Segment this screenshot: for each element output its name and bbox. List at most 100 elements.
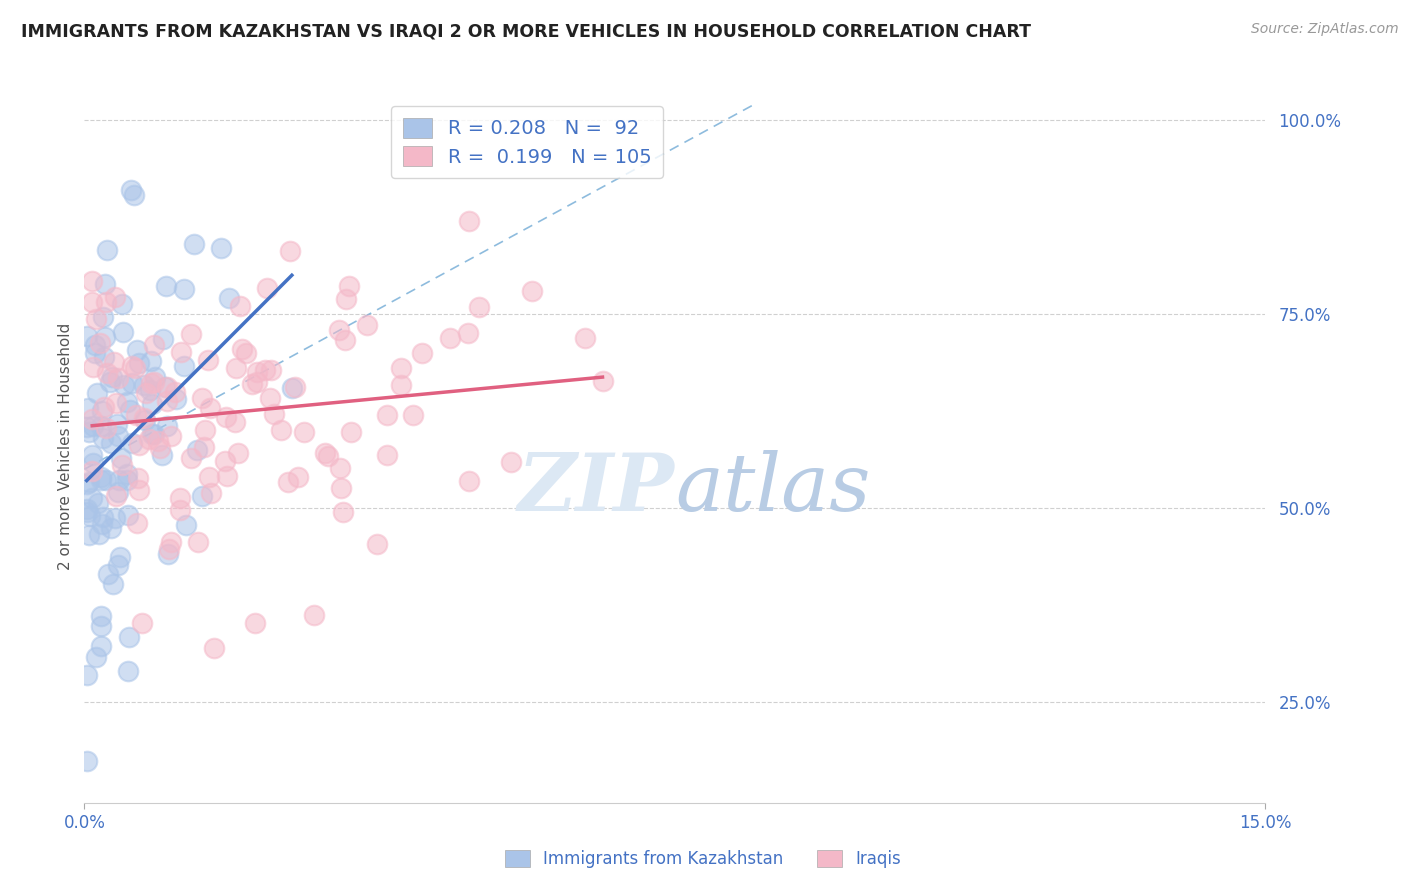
Point <box>77 425 100 439</box>
Point <box>82 295 104 310</box>
Point <box>592 374 614 388</box>
Point <box>292 425 315 439</box>
Point <box>76 328 98 343</box>
Text: atlas: atlas <box>675 450 870 527</box>
Point <box>91 310 114 324</box>
Point <box>127 343 149 357</box>
Point <box>76 420 98 434</box>
Point <box>402 408 425 422</box>
Point <box>141 426 163 441</box>
Point <box>76 477 98 491</box>
Text: IMMIGRANTS FROM KAZAKHSTAN VS IRAQI 2 OR MORE VEHICLES IN HOUSEHOLD CORRELATION : IMMIGRANTS FROM KAZAKHSTAN VS IRAQI 2 OR… <box>21 22 1031 40</box>
Point <box>101 577 124 591</box>
Point <box>90 473 112 487</box>
Point <box>187 535 209 549</box>
Point <box>457 214 479 228</box>
Point <box>411 346 433 360</box>
Point <box>246 365 269 379</box>
Point <box>107 558 129 573</box>
Point <box>139 376 162 391</box>
Point <box>98 375 121 389</box>
Point <box>107 371 129 385</box>
Point <box>96 474 118 488</box>
Point <box>143 375 166 389</box>
Point <box>77 475 100 489</box>
Point <box>224 415 246 429</box>
Point <box>174 518 197 533</box>
Point <box>104 395 127 409</box>
Point <box>270 423 292 437</box>
Point <box>104 290 127 304</box>
Point <box>134 411 156 425</box>
Point <box>202 640 225 655</box>
Point <box>160 429 183 443</box>
Point <box>332 505 354 519</box>
Point <box>77 528 100 542</box>
Legend: R = 0.208   N =  92, R =  0.199   N = 105: R = 0.208 N = 92, R = 0.199 N = 105 <box>391 106 664 178</box>
Point <box>104 489 127 503</box>
Text: Source: ZipAtlas.com: Source: ZipAtlas.com <box>1251 22 1399 37</box>
Point <box>118 402 141 417</box>
Point <box>214 454 236 468</box>
Point <box>225 360 247 375</box>
Point <box>156 547 179 561</box>
Point <box>146 434 169 449</box>
Point <box>152 332 174 346</box>
Point <box>118 630 141 644</box>
Point <box>499 455 522 469</box>
Point <box>173 282 195 296</box>
Point <box>108 473 131 487</box>
Point <box>200 485 222 500</box>
Point <box>121 436 143 450</box>
Point <box>281 381 304 395</box>
Point <box>80 491 103 506</box>
Point <box>439 331 461 345</box>
Point <box>458 475 481 489</box>
Point <box>82 274 104 288</box>
Point <box>229 299 252 313</box>
Point <box>186 443 208 458</box>
Point <box>263 408 285 422</box>
Point <box>259 391 281 405</box>
Point <box>243 616 266 631</box>
Point <box>128 438 150 452</box>
Point <box>138 383 160 397</box>
Point <box>389 361 412 376</box>
Point <box>94 294 117 309</box>
Point <box>100 521 122 535</box>
Point <box>141 396 163 410</box>
Point <box>180 326 202 341</box>
Point <box>96 243 118 257</box>
Point <box>128 356 150 370</box>
Point <box>183 237 205 252</box>
Point <box>107 485 129 500</box>
Point <box>149 441 172 455</box>
Point <box>83 346 105 360</box>
Point <box>138 432 160 446</box>
Point <box>231 342 253 356</box>
Point <box>82 448 104 462</box>
Point <box>256 281 278 295</box>
Point <box>209 241 232 255</box>
Point <box>135 386 157 401</box>
Point <box>117 467 139 481</box>
Point <box>86 386 108 401</box>
Point <box>246 375 269 389</box>
Point <box>155 279 177 293</box>
Point <box>328 323 350 337</box>
Legend: Immigrants from Kazakhstan, Iraqis: Immigrants from Kazakhstan, Iraqis <box>498 843 908 875</box>
Point <box>329 461 352 475</box>
Point <box>94 277 117 292</box>
Point <box>76 754 98 768</box>
Point <box>117 665 139 679</box>
Point <box>389 378 412 392</box>
Point <box>143 370 166 384</box>
Point <box>337 278 360 293</box>
Point <box>143 426 166 441</box>
Point <box>169 491 191 505</box>
Point <box>94 420 117 434</box>
Point <box>157 542 180 557</box>
Point <box>218 291 240 305</box>
Point <box>103 354 125 368</box>
Point <box>198 401 221 415</box>
